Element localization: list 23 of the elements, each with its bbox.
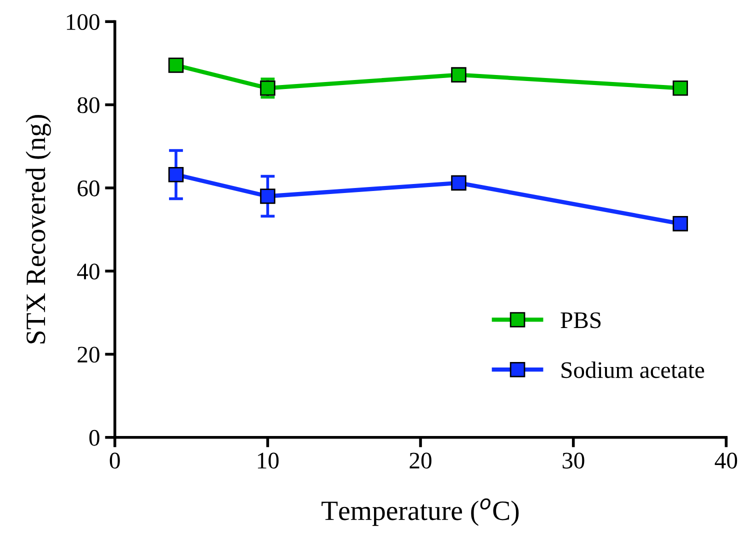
point — [260, 188, 276, 204]
point — [260, 80, 276, 96]
legend-label: PBS — [560, 312, 601, 328]
y-tick-label: 80 — [78, 97, 100, 114]
y-tick-label: 20 — [78, 346, 100, 363]
point — [672, 216, 688, 232]
point — [672, 80, 688, 96]
point — [451, 67, 466, 82]
point — [451, 175, 466, 191]
x-tick-label: 10 — [258, 452, 279, 469]
x-tick-label: 20 — [410, 452, 432, 469]
y-tick-label: 60 — [78, 180, 100, 196]
y-axis-title: STX Recovered (ng) — [26, 115, 51, 344]
x-tick-label: 0 — [110, 452, 120, 469]
y-tick-label: 0 — [89, 430, 100, 446]
point — [168, 58, 184, 73]
x-tick-label: 40 — [714, 452, 738, 469]
legend-label: Sodium acetate — [562, 361, 704, 378]
y-tick-label: 40 — [77, 264, 100, 280]
point — [168, 166, 184, 182]
x-tick-label: 30 — [562, 452, 584, 469]
x-axis-title: Temperature ($^{o}$C) — [322, 498, 519, 526]
y-tick-label: 100 — [66, 14, 100, 30]
